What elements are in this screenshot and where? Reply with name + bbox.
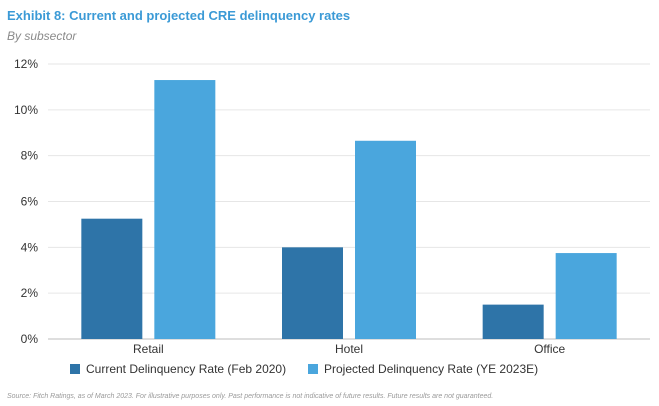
- source-note: Source: Fitch Ratings, as of March 2023.…: [7, 393, 494, 400]
- bar-retail-current: [81, 218, 143, 339]
- x-tick-label: Retail: [133, 342, 164, 356]
- legend-swatch-current: [70, 364, 80, 374]
- y-tick-label: 4%: [21, 240, 39, 254]
- bar-hotel-projected: [355, 140, 416, 339]
- legend-swatch-projected: [308, 364, 318, 374]
- y-tick-label: 6%: [21, 195, 39, 209]
- chart-title: Exhibit 8: Current and projected CRE del…: [7, 8, 351, 23]
- x-tick-label: Hotel: [335, 342, 363, 356]
- legend: Current Delinquency Rate (Feb 2020) Proj…: [0, 362, 659, 382]
- legend-item-current: Current Delinquency Rate (Feb 2020): [70, 362, 286, 376]
- legend-item-projected: Projected Delinquency Rate (YE 2023E): [308, 362, 538, 376]
- bar-office-current: [482, 304, 544, 339]
- bar-chart: 0% 2% 4% 6% 8% 10% 12% Retail Hotel Office: [14, 57, 650, 356]
- bar-office-projected: [555, 253, 617, 339]
- bar-retail-projected: [154, 80, 216, 340]
- y-tick-label: 10%: [14, 103, 38, 117]
- chart-subtitle: By subsector: [7, 29, 77, 43]
- legend-label-current: Current Delinquency Rate (Feb 2020): [86, 362, 287, 376]
- bar-hotel-current: [282, 247, 343, 339]
- y-tick-label: 12%: [14, 57, 38, 71]
- x-tick-label: Office: [534, 342, 565, 356]
- y-tick-label: 2%: [21, 286, 39, 300]
- y-tick-label: 0%: [21, 332, 39, 346]
- y-tick-label: 8%: [21, 149, 39, 163]
- legend-label-projected: Projected Delinquency Rate (YE 2023E): [324, 362, 539, 376]
